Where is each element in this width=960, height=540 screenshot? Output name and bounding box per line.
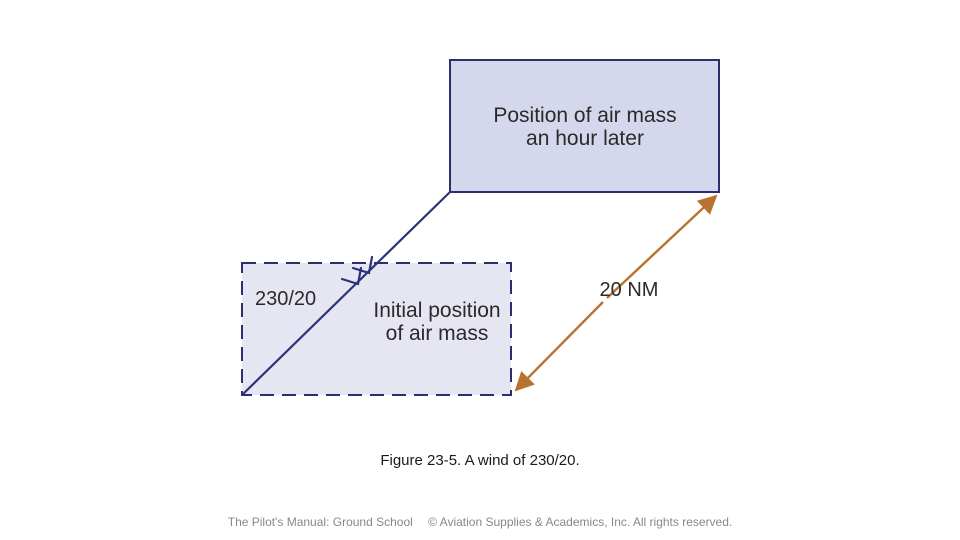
later-position-box bbox=[449, 59, 720, 193]
figure-number: Figure 23-5. bbox=[380, 452, 462, 469]
distance-arrow-lower bbox=[514, 301, 604, 392]
footer-book-title: The Pilot's Manual: Ground School bbox=[227, 515, 413, 529]
later-box-label-line2: an hour later bbox=[526, 127, 644, 150]
page-footer: The Pilot's Manual: Ground School © Avia… bbox=[0, 515, 960, 529]
distance-arrow bbox=[606, 194, 718, 299]
figure-caption: Figure 23-5. A wind of 230/20. bbox=[0, 452, 960, 469]
initial-position-box bbox=[241, 262, 512, 396]
initial-box-label-line1: Initial position bbox=[373, 299, 500, 322]
wind-label: 230/20 bbox=[255, 288, 316, 310]
footer-copyright: © Aviation Supplies & Academics, Inc. Al… bbox=[428, 515, 733, 529]
distance-label: 20 NM bbox=[600, 279, 659, 301]
wind-double-arrowhead-icon bbox=[340, 255, 374, 286]
figure-caption-text: A wind of 230/20. bbox=[464, 452, 580, 469]
initial-box-label-line2: of air mass bbox=[386, 322, 489, 345]
later-box-label-line1: Position of air mass bbox=[493, 104, 676, 127]
wind-vector-line bbox=[241, 191, 451, 396]
